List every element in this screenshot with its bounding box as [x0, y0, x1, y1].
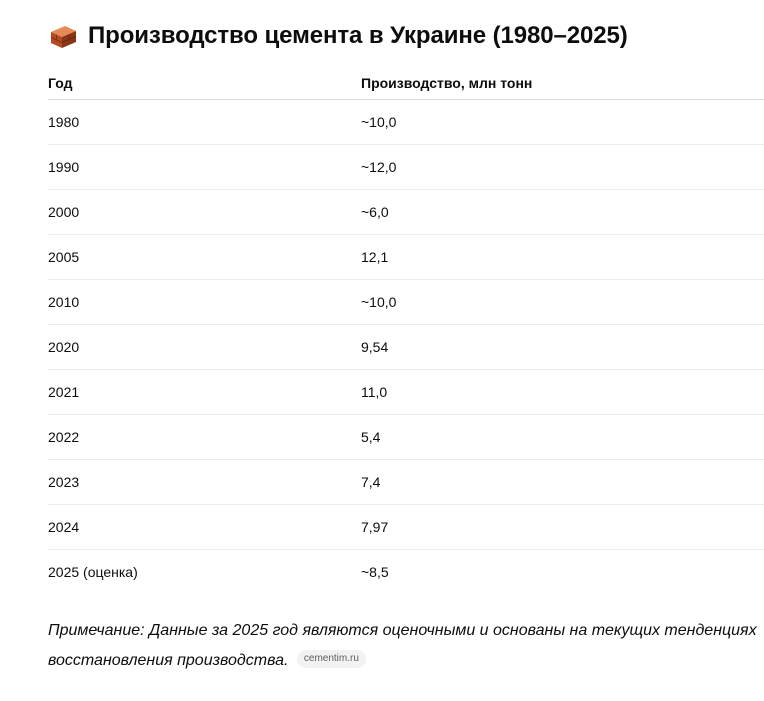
cell-production: 11,0 [361, 369, 764, 415]
cell-year: 2024 [48, 504, 361, 550]
cell-year: 2020 [48, 324, 361, 370]
cell-production: 7,4 [361, 459, 764, 505]
cell-production: 5,4 [361, 414, 764, 460]
source-citation-chip[interactable]: cementim.ru [296, 649, 366, 668]
table-row: 2023 7,4 [48, 459, 764, 505]
cell-production: ~10,0 [361, 99, 764, 145]
cell-production: ~8,5 [361, 564, 389, 580]
cell-production: ~12,0 [361, 144, 764, 190]
cell-year: 2021 [48, 369, 361, 415]
production-table: Год Производство, млн тонн 1980 ~10,0 19… [48, 66, 764, 594]
column-header-year: Год [48, 66, 361, 100]
page-title: Производство цемента в Украине (1980–202… [48, 22, 628, 50]
cell-production: ~10,0 [361, 279, 764, 325]
cell-year: 2005 [48, 234, 361, 280]
cell-year: 1990 [48, 144, 361, 190]
table-row: 2021 11,0 [48, 369, 764, 415]
cell-production: ~6,0 [361, 189, 764, 235]
table-row: 2000 ~6,0 [48, 189, 764, 235]
brick-icon [48, 22, 78, 50]
column-header-production: Производство, млн тонн [361, 66, 764, 100]
footnote-text: Примечание: Данные за 2025 год являются … [48, 622, 757, 669]
table-row: 1990 ~12,0 [48, 144, 764, 190]
table-row: 2025 (оценка) ~8,5 [48, 550, 764, 595]
cell-production: 9,54 [361, 324, 764, 370]
table-row: 2005 12,1 [48, 234, 764, 280]
cell-year: 2000 [48, 189, 361, 235]
table-row: 2020 9,54 [48, 324, 764, 370]
cell-year: 2023 [48, 459, 361, 505]
footnote: Примечание: Данные за 2025 год являются … [48, 616, 764, 676]
table-header-row: Год Производство, млн тонн [48, 66, 764, 100]
table-row: 2010 ~10,0 [48, 279, 764, 325]
cell-year: 1980 [48, 99, 361, 145]
cell-year: 2010 [48, 279, 361, 325]
table-row: 2022 5,4 [48, 414, 764, 460]
table-row: 2024 7,97 [48, 504, 764, 550]
cell-year: 2025 (оценка) [48, 564, 138, 580]
cell-year: 2022 [48, 414, 361, 460]
cell-production: 7,97 [361, 504, 764, 550]
table-row: 1980 ~10,0 [48, 99, 764, 145]
cell-production: 12,1 [361, 234, 764, 280]
title-text: Производство цемента в Украине (1980–202… [88, 22, 628, 49]
